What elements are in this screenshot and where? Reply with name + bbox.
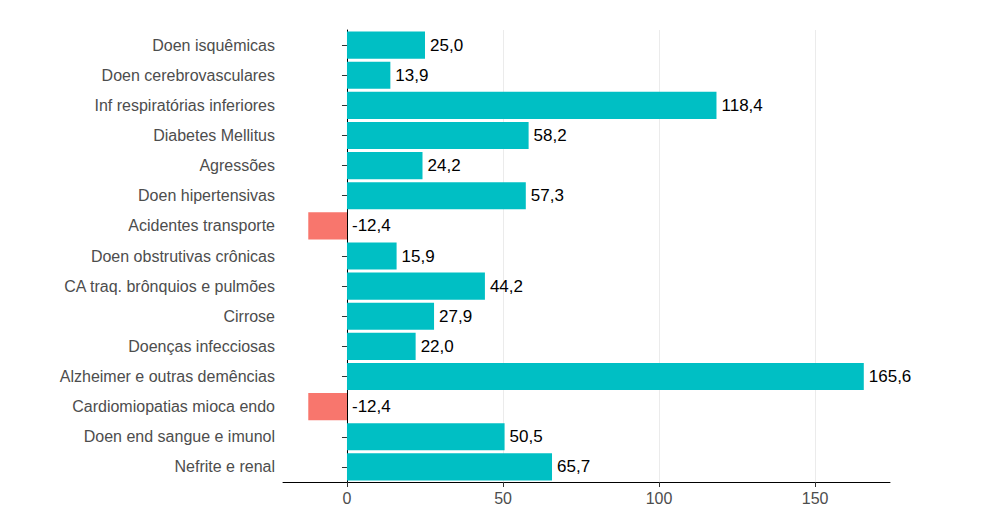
svg-text:150: 150 [802, 490, 829, 507]
svg-text:118,4: 118,4 [721, 96, 762, 115]
svg-text:Nefrite e renal: Nefrite e renal [175, 458, 276, 475]
svg-text:-12,4: -12,4 [352, 397, 391, 416]
svg-text:Doen cerebrovasculares: Doen cerebrovasculares [102, 67, 275, 84]
svg-text:58,2: 58,2 [534, 126, 567, 145]
svg-text:CA traq. brônquios e pulmões: CA traq. brônquios e pulmões [64, 278, 275, 295]
svg-text:Agressões: Agressões [199, 157, 275, 174]
svg-text:57,3: 57,3 [531, 186, 564, 205]
svg-text:Inf respiratórias inferiores: Inf respiratórias inferiores [94, 97, 275, 114]
svg-text:Cardiomiopatias mioca endo: Cardiomiopatias mioca endo [72, 398, 275, 415]
svg-text:Doen end sangue e imunol: Doen end sangue e imunol [84, 428, 275, 445]
svg-text:100: 100 [646, 490, 673, 507]
svg-text:Cirrose: Cirrose [223, 308, 275, 325]
svg-text:Acidentes transporte: Acidentes transporte [128, 217, 275, 234]
svg-text:Doen obstrutivas crônicas: Doen obstrutivas crônicas [91, 248, 275, 265]
svg-text:Doenças infecciosas: Doenças infecciosas [128, 338, 275, 355]
svg-text:27,9: 27,9 [439, 307, 472, 326]
svg-text:24,2: 24,2 [428, 156, 461, 175]
svg-text:-12,4: -12,4 [352, 216, 391, 235]
svg-text:25,0: 25,0 [430, 36, 463, 55]
svg-text:65,7: 65,7 [557, 457, 590, 476]
svg-text:Alzheimer e outras demências: Alzheimer e outras demências [60, 368, 275, 385]
svg-text:Diabetes Mellitus: Diabetes Mellitus [153, 127, 275, 144]
svg-text:50,5: 50,5 [510, 427, 543, 446]
svg-text:22,0: 22,0 [421, 337, 454, 356]
svg-text:50: 50 [494, 490, 512, 507]
svg-text:13,9: 13,9 [395, 66, 428, 85]
svg-text:44,2: 44,2 [490, 277, 523, 296]
svg-text:Doen hipertensivas: Doen hipertensivas [138, 187, 275, 204]
svg-text:0: 0 [343, 490, 352, 507]
svg-text:15,9: 15,9 [402, 247, 435, 266]
svg-text:165,6: 165,6 [869, 367, 912, 386]
svg-text:Doen isquêmicas: Doen isquêmicas [152, 37, 275, 54]
